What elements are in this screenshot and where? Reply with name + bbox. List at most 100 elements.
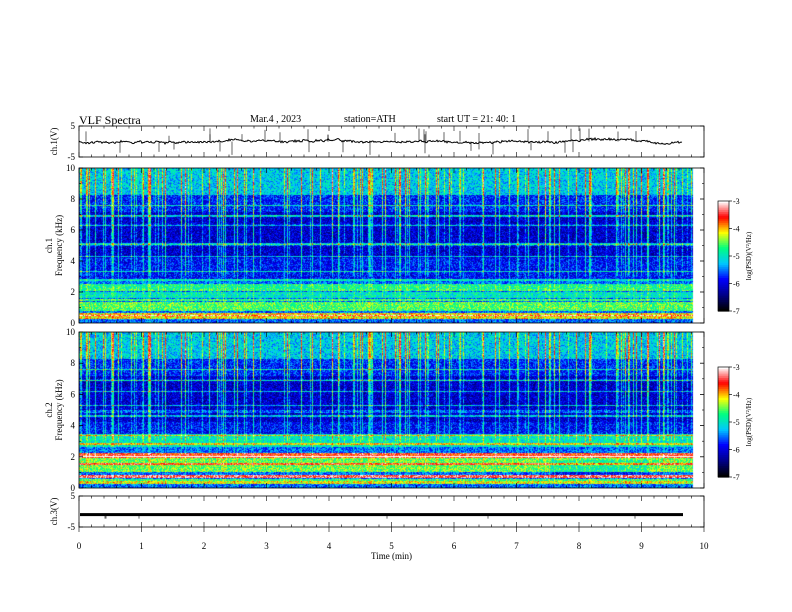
colorbar-cell [718, 309, 729, 312]
chart-title: VLF Spectra [79, 113, 141, 127]
colorbar-cell [718, 259, 729, 263]
colorbar-cell [718, 445, 729, 449]
colorbar-cell [718, 201, 729, 204]
colorbar-tick-label: -5 [733, 252, 740, 261]
colorbar-cell [718, 367, 729, 370]
y-tick-label: 6 [71, 389, 76, 399]
y-tick-label: 10 [66, 163, 76, 173]
colorbar-cell [718, 385, 729, 388]
waveform-ch1-waveform [78, 128, 683, 155]
colorbar-cell [718, 279, 729, 283]
colorbar-cell [718, 237, 729, 241]
colorbar-cell [718, 294, 729, 297]
colorbar-cell [718, 412, 729, 416]
colorbar-cell [718, 376, 729, 379]
station-label: station=ATH [344, 114, 396, 125]
colorbar-cell [718, 403, 729, 407]
y-tick-label: 4 [71, 421, 76, 431]
colorbar-cell [718, 298, 729, 301]
colorbar-cell [718, 263, 729, 266]
colorbar-cell [718, 438, 729, 441]
colorbar-cell [718, 245, 729, 248]
colorbar-cell [718, 248, 729, 252]
colorbar-cell [718, 414, 729, 418]
colorbar-cell [718, 305, 729, 308]
colorbar-cell [718, 217, 729, 220]
colorbar-cell [718, 208, 729, 211]
colorbar-cell [718, 469, 729, 473]
date-label: Mar.4 , 2023 [250, 114, 302, 125]
colorbar-cell [718, 444, 729, 447]
y-tick-label: -5 [68, 152, 76, 162]
colorbar-cell [718, 460, 729, 463]
colorbar-cell [718, 447, 729, 451]
colorbar-cell [718, 431, 729, 434]
colorbar-cell [718, 379, 729, 383]
colorbar-cell [718, 265, 729, 268]
colorbar-cell [718, 224, 729, 228]
x-tick-label: 5 [389, 541, 394, 551]
colorbar-cell [718, 270, 729, 274]
colorbar-tick-label: -4 [733, 225, 740, 234]
y-tick-label: 0 [71, 318, 76, 328]
y-axis-label: ch.1 [44, 238, 54, 253]
colorbar-cell [718, 246, 729, 250]
x-axis-label: Time (min) [371, 551, 412, 561]
waveform-trace [80, 513, 683, 517]
colorbar-tick-label: -6 [733, 280, 740, 289]
colorbar-cell [718, 434, 729, 438]
colorbar-cell [718, 303, 729, 307]
colorbar-cell [718, 429, 729, 432]
colorbar-cell [718, 230, 729, 233]
colorbar-cell [718, 418, 729, 421]
colorbar-cell [718, 462, 729, 465]
colorbar-cell [718, 378, 729, 381]
colorbar-cell [718, 453, 729, 456]
colorbar-cell [718, 235, 729, 239]
x-tick-label: 9 [639, 541, 644, 551]
waveform-trace [78, 136, 683, 146]
colorbar-cell [718, 274, 729, 277]
colorbar-cell [718, 219, 729, 222]
colorbar-cell [718, 436, 729, 440]
colorbar-cell [718, 221, 729, 224]
y-tick-label: 0 [71, 483, 76, 493]
colorbar-cell [718, 451, 729, 454]
colorbar-cell [718, 250, 729, 253]
colorbar-cell [718, 301, 729, 305]
y-axis-label: ch.3(V) [49, 498, 59, 526]
colorbar-cell [718, 281, 729, 285]
colorbar-cell [718, 372, 729, 375]
colorbar-cell [718, 473, 729, 476]
colorbar-cell [718, 223, 729, 226]
y-tick-label: 5 [71, 121, 76, 131]
colorbar-cell [718, 390, 729, 394]
colorbar-cell [718, 296, 729, 299]
colorbar-cell [718, 206, 729, 209]
x-tick-label: 7 [514, 541, 519, 551]
colorbar-cell [718, 290, 729, 294]
colorbar-cell [718, 449, 729, 452]
y-tick-label: -5 [68, 522, 76, 532]
start-time-label: start UT = 21: 40: 1 [437, 114, 517, 125]
x-axis: 0 1 2 3 4 5 6 7 8 9 10 Time (min) [77, 527, 709, 561]
colorbar-cell [718, 202, 729, 206]
colorbar-cell [718, 243, 729, 246]
colorbar-cell [718, 257, 729, 261]
colorbar-tick-label: -7 [733, 473, 740, 482]
axes-ch1-spectrogram: 0 2 4 6 8 10 ch.1 Frequency (kHz) [44, 163, 705, 328]
colorbar-cell [718, 440, 729, 443]
x-tick-label: 8 [577, 541, 582, 551]
colorbar-cell [718, 278, 729, 281]
colorbar-cell [718, 471, 729, 474]
colorbar-cell [718, 232, 729, 235]
colorbar-cell [718, 267, 729, 270]
colorbar-cell [718, 254, 729, 257]
colorbar-cell [718, 400, 729, 403]
colorbar-cell [718, 416, 729, 419]
colorbar-cell [718, 239, 729, 242]
y-tick-label: 4 [71, 256, 76, 266]
colorbar-cell [718, 292, 729, 296]
colorbar-cell [718, 401, 729, 405]
